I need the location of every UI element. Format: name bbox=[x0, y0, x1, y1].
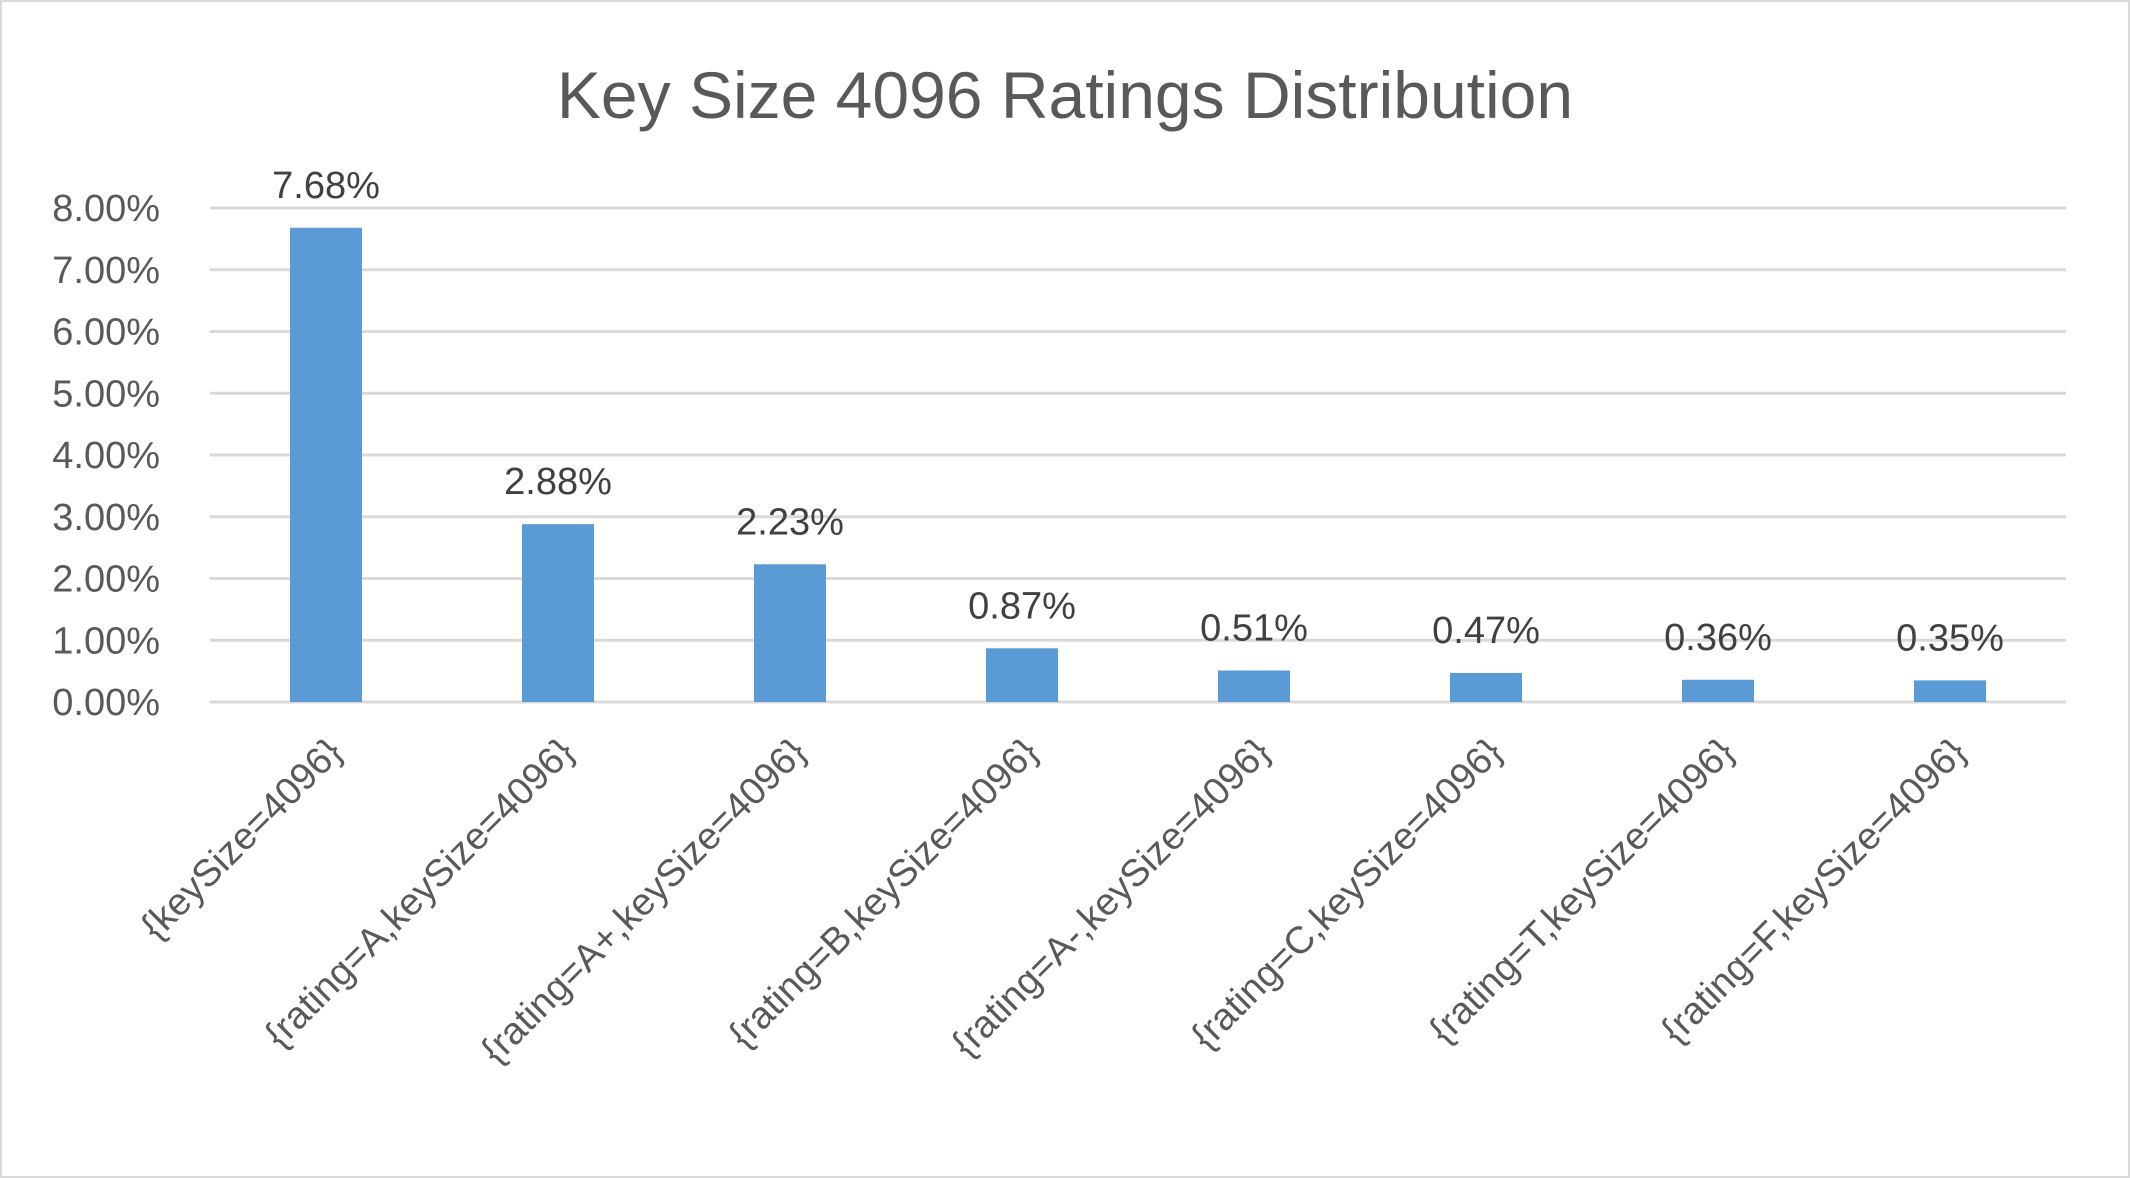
y-tick-label: 6.00% bbox=[52, 312, 160, 354]
data-label: 2.23% bbox=[736, 501, 844, 543]
y-tick-label: 3.00% bbox=[52, 497, 160, 539]
bar bbox=[986, 648, 1058, 702]
bar bbox=[1914, 680, 1986, 702]
chart-title: Key Size 4096 Ratings Distribution bbox=[557, 58, 1573, 132]
data-label: 0.35% bbox=[1896, 617, 2004, 659]
data-label: 0.47% bbox=[1432, 610, 1540, 652]
y-tick-label: 1.00% bbox=[52, 620, 160, 662]
x-axis-tick-labels: {keySize=4096}{rating=A,keySize=4096}{ra… bbox=[133, 731, 1974, 1072]
y-axis-tick-labels: 0.00% 1.00% 2.00% 3.00% 4.00% 5.00% 6.00% 7.00%… bbox=[52, 188, 160, 724]
data-label: 0.87% bbox=[968, 585, 1076, 627]
bars bbox=[290, 227, 1986, 702]
bar bbox=[1218, 670, 1290, 702]
data-label: 0.51% bbox=[1200, 608, 1308, 650]
gridlines bbox=[210, 206, 2066, 704]
data-labels: 7.68% 2.88% 2.23% 0.87% 0.51% 0.47% 0.36% 0.35% bbox=[272, 165, 2004, 660]
y-tick-label: 5.00% bbox=[52, 373, 160, 415]
data-label: 2.88% bbox=[504, 461, 612, 503]
y-tick-label: 2.00% bbox=[52, 559, 160, 601]
bar bbox=[290, 227, 362, 702]
y-tick-label: 4.00% bbox=[52, 435, 160, 477]
bar bbox=[1682, 679, 1754, 702]
data-label: 0.36% bbox=[1664, 617, 1772, 659]
y-tick-label: 7.00% bbox=[52, 250, 160, 292]
data-label: 7.68% bbox=[272, 165, 380, 207]
bar bbox=[1450, 672, 1522, 702]
x-tick-label: {keySize=4096} bbox=[133, 731, 350, 948]
bar bbox=[522, 524, 594, 702]
y-tick-label: 8.00% bbox=[52, 188, 160, 230]
bar bbox=[754, 564, 826, 702]
y-tick-label: 0.00% bbox=[52, 682, 160, 724]
